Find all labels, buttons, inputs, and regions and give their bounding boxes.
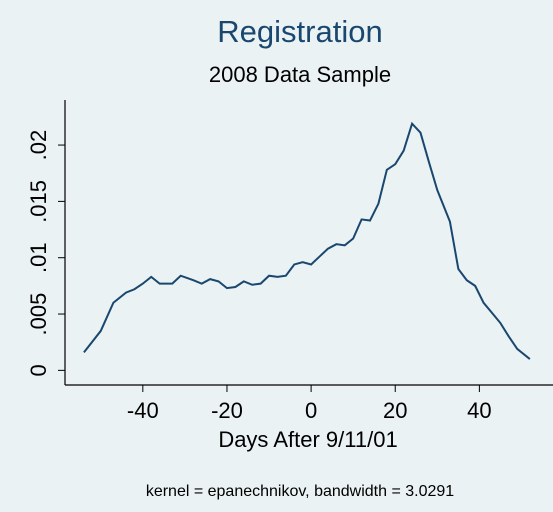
x-tick-label: 0 [305, 398, 317, 423]
y-tick-label: .01 [26, 242, 51, 273]
chart-subtitle: 2008 Data Sample [209, 62, 391, 87]
x-axis-title: Days After 9/11/01 [218, 427, 397, 452]
y-tick-label: .02 [26, 130, 51, 161]
x-tick-label: -20 [211, 398, 243, 423]
note: kernel = epanechnikov, bandwidth = 3.029… [146, 483, 454, 500]
x-tick-label: 40 [467, 398, 491, 423]
chart-title: Registration [217, 14, 382, 49]
y-tick-label: 0 [26, 364, 51, 376]
y-tick-label: .005 [26, 293, 51, 336]
y-tick-label: .015 [26, 180, 51, 223]
x-tick-label: 20 [383, 398, 407, 423]
x-tick-label: -40 [127, 398, 159, 423]
density-line [83, 121, 531, 360]
